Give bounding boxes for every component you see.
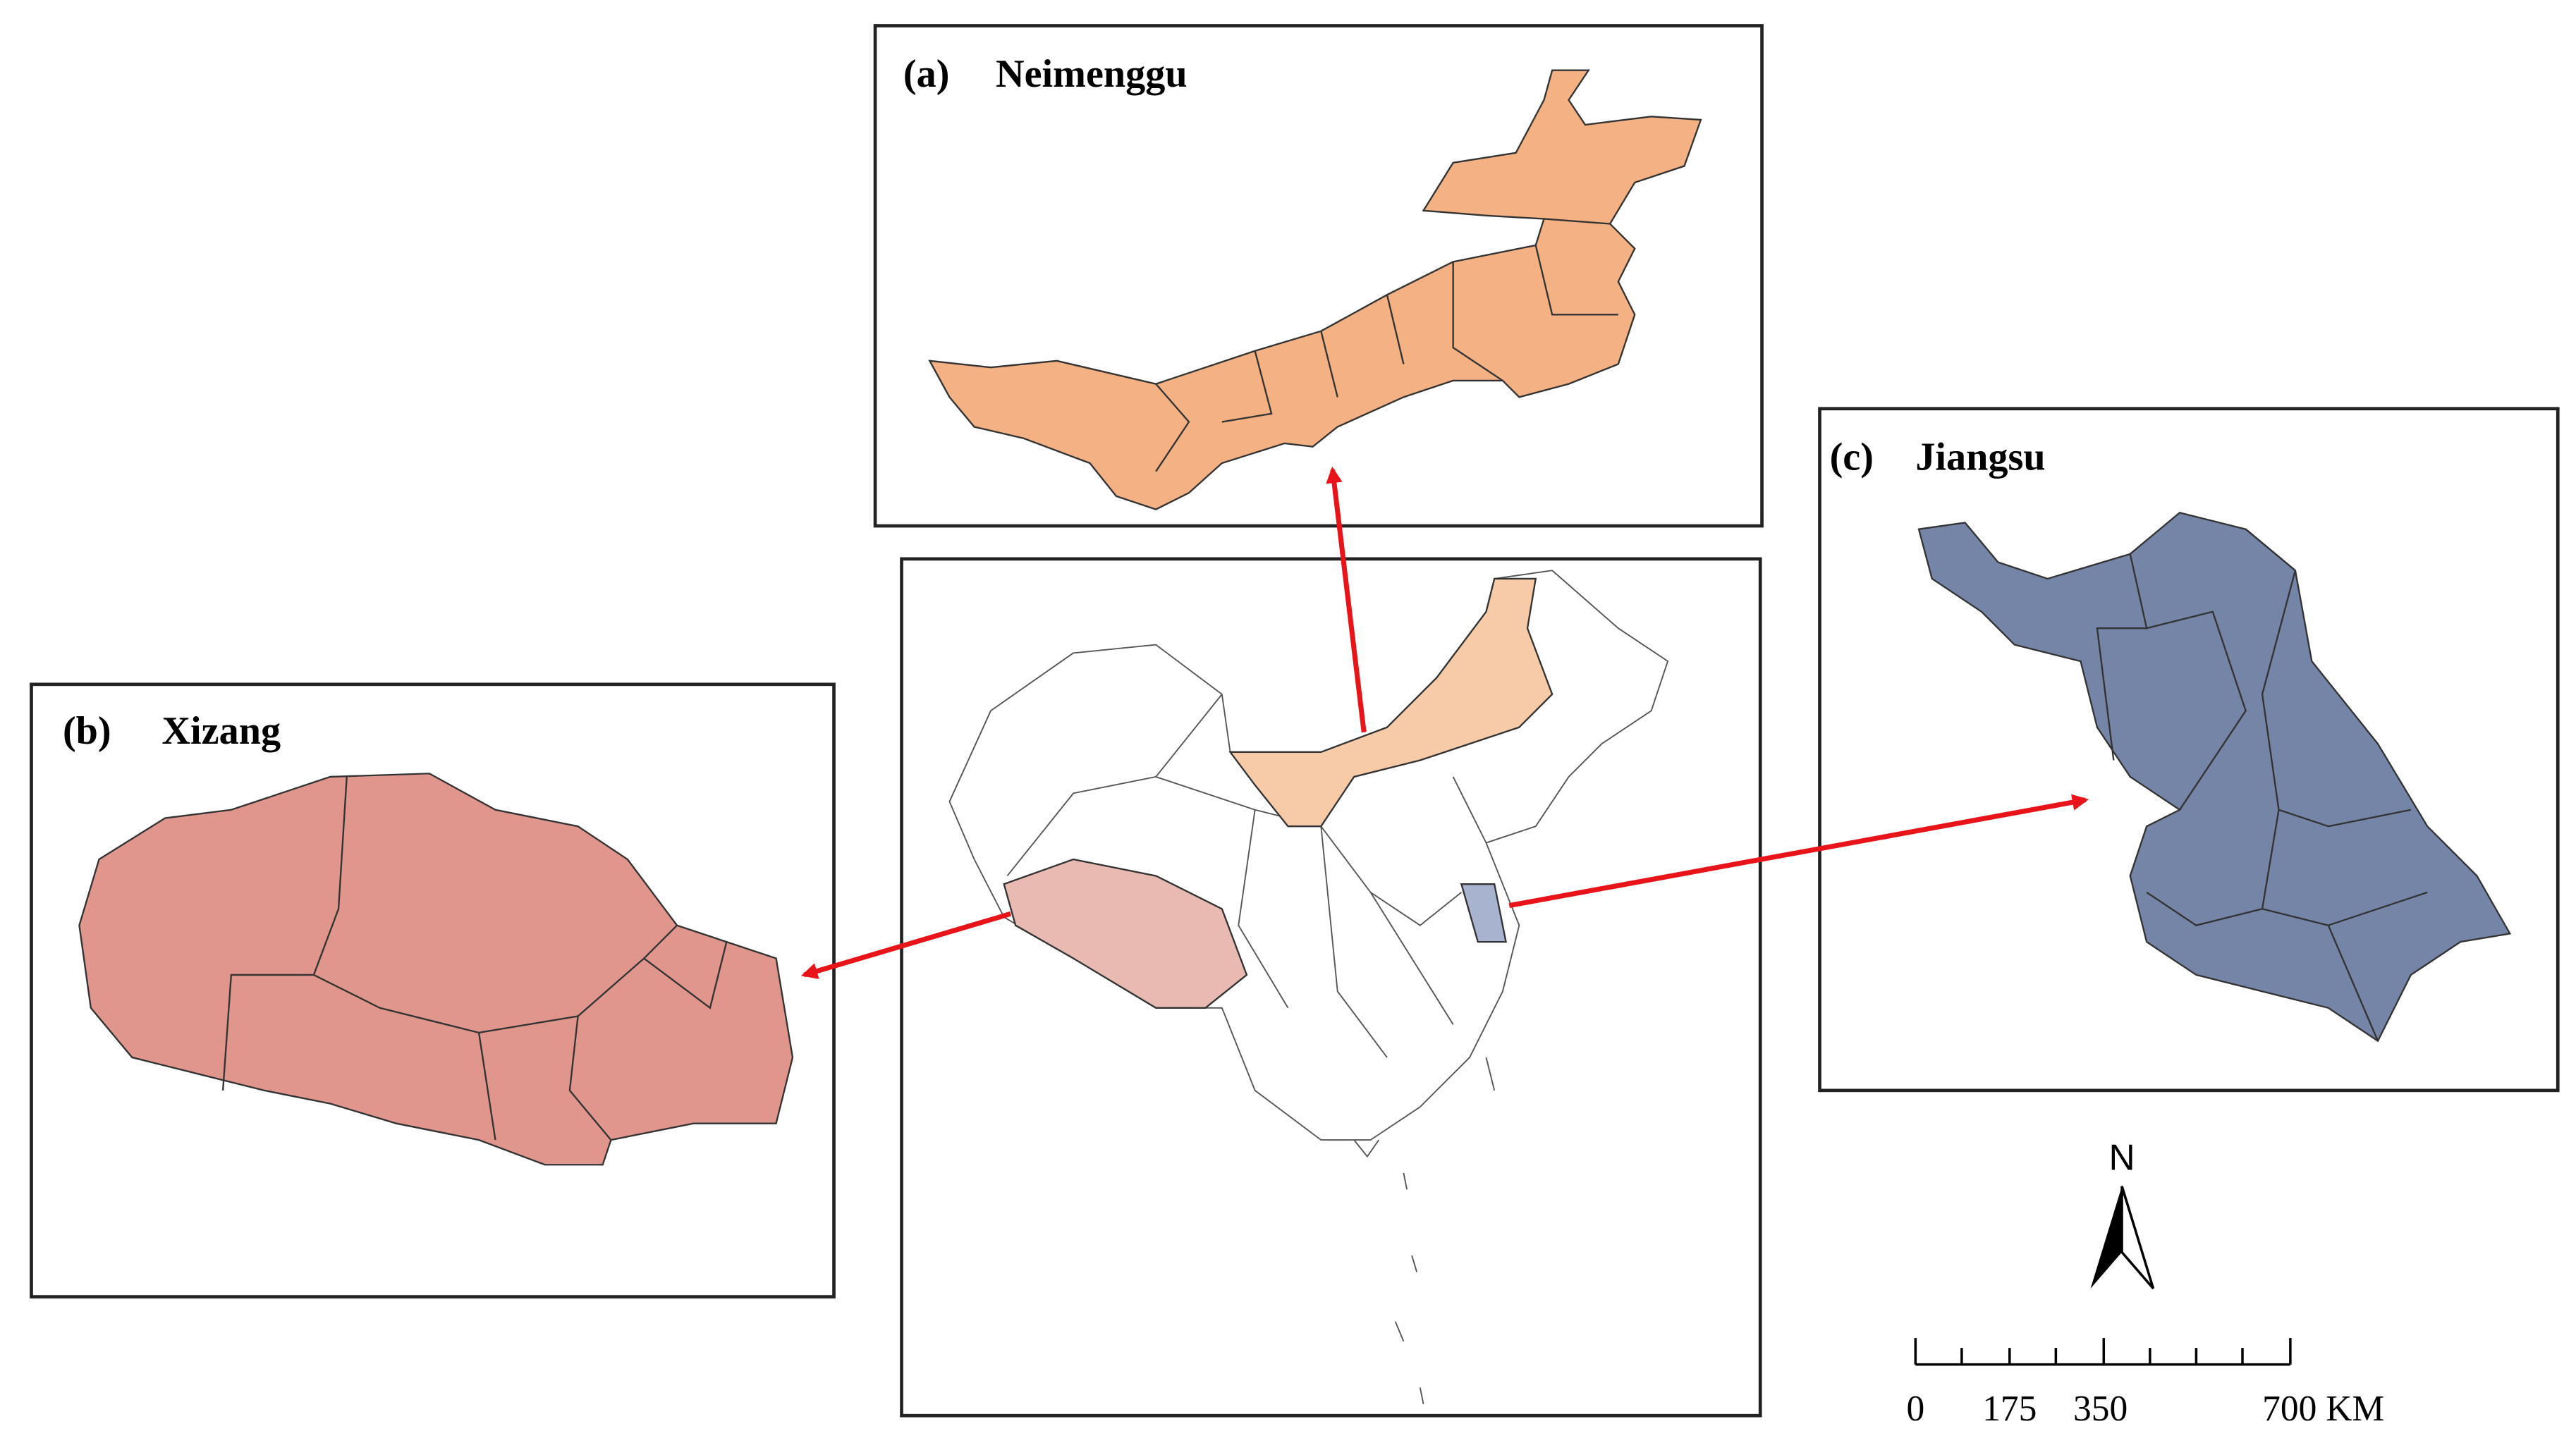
jiangsu-divisions xyxy=(2096,528,2428,1042)
arrow-to-a xyxy=(1326,466,1367,733)
overview-neimenggu xyxy=(1228,577,1553,828)
xizang-map xyxy=(78,773,794,1166)
panel-b-name: Xizang xyxy=(161,709,281,753)
scale-label: 175 xyxy=(1982,1389,2037,1429)
scale-label: 0 xyxy=(1906,1389,1924,1429)
xizang-divisions xyxy=(221,776,728,1141)
jiangsu-map xyxy=(1917,511,2512,1043)
china-outline xyxy=(948,570,1669,1404)
panel-b-frame xyxy=(30,682,836,1298)
panel-a-frame xyxy=(873,24,1764,528)
overview-xizang xyxy=(1003,858,1248,1009)
north-arrow-light xyxy=(2120,1186,2155,1290)
neimenggu-map xyxy=(928,69,1702,510)
panel-b-tag: (b) xyxy=(63,709,111,753)
panel-c-frame xyxy=(1818,407,2560,1093)
north-label: N xyxy=(2108,1136,2135,1177)
scale-label: 350 xyxy=(2073,1389,2128,1429)
scale-bar xyxy=(1914,1338,2292,1366)
panel-c-name: Jiangsu xyxy=(1915,435,2045,479)
arrow-to-b xyxy=(800,911,1012,979)
arrow-to-c xyxy=(1508,794,2089,909)
north-arrow-dark xyxy=(2090,1186,2123,1289)
panel-c-tag: (c) xyxy=(1830,435,1874,479)
panel-a-tag: (a) xyxy=(903,52,950,96)
neimenggu-divisions xyxy=(1155,218,1618,472)
panel-a-name: Neimenggu xyxy=(996,52,1188,96)
scale-label: 700 KM xyxy=(2262,1389,2384,1429)
overview-frame xyxy=(900,557,1762,1418)
overview-jiangsu xyxy=(1460,883,1508,943)
